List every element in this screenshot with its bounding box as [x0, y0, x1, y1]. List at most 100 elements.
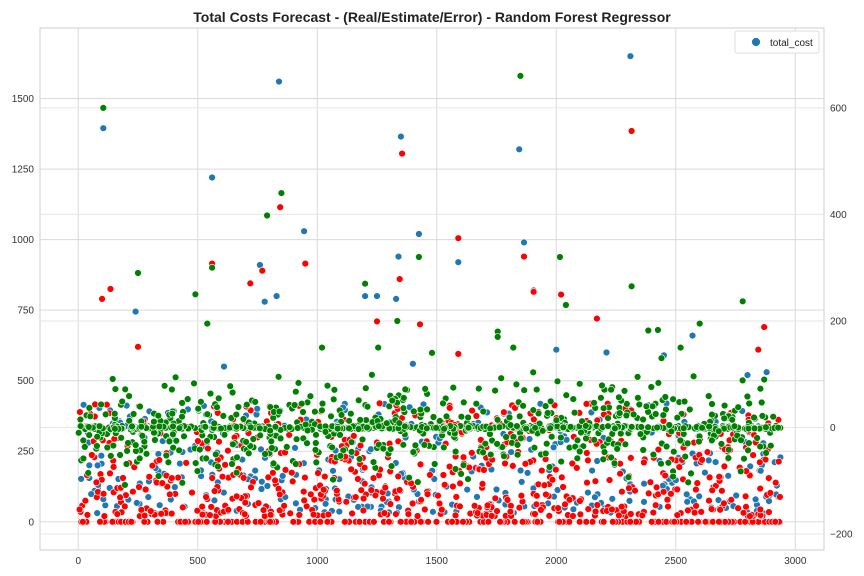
point-estimate [96, 518, 104, 526]
data-points [74, 52, 785, 526]
point-error [251, 398, 259, 406]
point-estimate [631, 487, 639, 495]
point-estimate [520, 252, 528, 261]
point-estimate [341, 518, 349, 526]
point-error [399, 404, 408, 412]
point-error [97, 400, 105, 409]
point-error [590, 399, 598, 407]
point-estimate [135, 483, 143, 491]
point-total-cost [93, 509, 101, 517]
point-estimate [452, 493, 460, 501]
point-error [457, 470, 465, 478]
point-error [648, 402, 657, 410]
point-estimate [652, 483, 661, 491]
point-estimate [155, 456, 164, 464]
point-error [122, 460, 131, 468]
point-error [774, 424, 782, 432]
point-total-cost [415, 230, 423, 238]
point-estimate [203, 518, 211, 526]
point-error [662, 442, 671, 451]
point-error [717, 440, 726, 448]
point-total-cost [257, 485, 266, 493]
point-error [415, 253, 423, 261]
y2-tick-label: 600 [830, 103, 847, 114]
point-estimate [289, 518, 297, 526]
point-error [705, 422, 713, 431]
point-error [627, 423, 636, 431]
point-error [245, 449, 253, 457]
point-total-cost [335, 507, 343, 516]
point-estimate [266, 518, 274, 526]
point-estimate [478, 480, 487, 488]
point-estimate [515, 504, 524, 512]
point-estimate [575, 518, 584, 526]
point-error [228, 460, 236, 468]
point-estimate [776, 493, 784, 501]
point-error [327, 412, 335, 420]
point-error [374, 343, 382, 352]
point-estimate [615, 511, 623, 519]
point-estimate [774, 457, 783, 466]
point-error [644, 423, 652, 431]
point-error [405, 474, 413, 482]
point-estimate [417, 496, 425, 504]
point-error [488, 436, 496, 445]
point-error [509, 343, 517, 352]
point-estimate [470, 502, 479, 510]
point-estimate [158, 479, 167, 487]
point-estimate [698, 456, 706, 464]
point-estimate [266, 511, 275, 519]
point-estimate [386, 500, 395, 508]
point-estimate [321, 472, 329, 481]
point-total-cost [261, 298, 269, 306]
point-error [695, 319, 704, 328]
point-error [303, 439, 311, 447]
point-error [569, 395, 577, 403]
point-error [410, 407, 418, 416]
point-error [667, 427, 675, 436]
point-error [724, 454, 733, 462]
point-estimate [627, 127, 636, 135]
point-error [531, 424, 539, 432]
point-estimate [134, 343, 142, 351]
point-total-cost [473, 493, 481, 501]
point-error [695, 437, 703, 446]
point-error [553, 422, 561, 430]
point-total-cost [77, 475, 85, 483]
point-estimate [583, 449, 591, 457]
point-error [81, 443, 89, 451]
point-error [356, 416, 364, 424]
point-error [575, 380, 584, 388]
point-error [411, 441, 420, 449]
point-error [762, 423, 770, 431]
point-total-cost [208, 173, 216, 182]
point-error [330, 386, 339, 394]
point-error [756, 385, 765, 393]
point-estimate [545, 512, 553, 520]
point-estimate [503, 496, 512, 504]
point-estimate [483, 501, 492, 510]
y-tick-label: 1500 [12, 94, 35, 105]
point-error [369, 458, 378, 466]
legend: total_cost [734, 30, 820, 54]
point-error [93, 433, 101, 441]
point-error [178, 413, 186, 421]
point-estimate [627, 510, 635, 518]
point-error [516, 72, 525, 80]
point-error [110, 410, 119, 418]
point-error [736, 467, 745, 475]
point-estimate [537, 506, 545, 514]
point-error [274, 373, 283, 381]
point-error [169, 422, 177, 430]
point-error [263, 211, 271, 220]
point-error [506, 421, 515, 429]
point-estimate [408, 499, 417, 508]
point-estimate [395, 486, 404, 494]
point-estimate [385, 518, 393, 526]
point-error [266, 426, 274, 435]
point-estimate [746, 512, 754, 520]
point-estimate [439, 471, 448, 479]
point-estimate [163, 483, 172, 491]
point-estimate [392, 510, 400, 518]
point-error [232, 410, 241, 419]
